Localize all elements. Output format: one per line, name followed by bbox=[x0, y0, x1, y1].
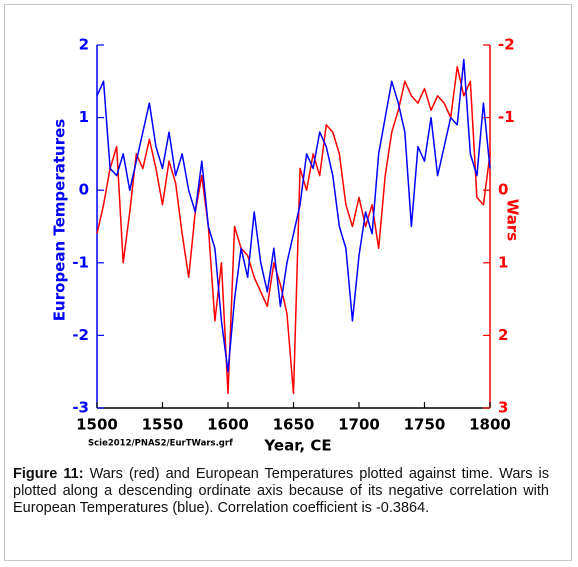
caption-text: Wars (red) and European Temperatures plo… bbox=[13, 466, 549, 516]
caption: Figure 11: Wars (red) and European Tempe… bbox=[13, 466, 549, 517]
source-note: Scie2012/PNAS2/EurTWars.grf bbox=[88, 439, 233, 449]
x-tick-label: 1650 bbox=[273, 416, 315, 434]
x-tick-label: 1750 bbox=[404, 416, 446, 434]
y-tick-label: 2 bbox=[79, 36, 89, 54]
y2-tick-label: 2 bbox=[498, 326, 508, 344]
y-axis-label: European Temperatures bbox=[51, 119, 69, 321]
y2-tick-label: 3 bbox=[498, 399, 508, 417]
data-line bbox=[96, 66, 491, 395]
y2-tick-label: 0 bbox=[498, 181, 508, 199]
y2-axis-label: Wars bbox=[504, 199, 522, 242]
y2-tick-label: 1 bbox=[498, 253, 508, 271]
y-tick-label: -1 bbox=[72, 253, 89, 271]
x-tick-label: 1500 bbox=[76, 416, 118, 434]
data-line bbox=[96, 58, 491, 373]
x-axis-label: Year, CE bbox=[263, 437, 331, 455]
figure-frame bbox=[4, 4, 572, 561]
y-tick-label: 0 bbox=[79, 181, 89, 199]
y-tick-label: -3 bbox=[72, 399, 89, 417]
x-tick-label: 1600 bbox=[207, 416, 249, 434]
x-tick-label: 1800 bbox=[469, 416, 511, 434]
x-tick-label: 1550 bbox=[142, 416, 184, 434]
y-tick-label: -2 bbox=[72, 326, 89, 344]
y-tick-label: 1 bbox=[79, 108, 89, 126]
x-tick-label: 1700 bbox=[338, 416, 380, 434]
y2-tick-label: -2 bbox=[498, 36, 515, 54]
y2-tick-label: -1 bbox=[498, 108, 515, 126]
chart: European Temperatures Wars Year, CE Scie… bbox=[51, 36, 522, 455]
caption-label: Figure 11: bbox=[13, 466, 84, 482]
